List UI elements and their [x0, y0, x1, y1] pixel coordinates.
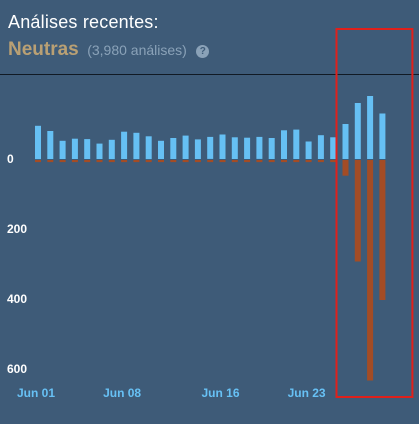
negative-bar	[330, 160, 337, 163]
positive-bar	[354, 103, 361, 159]
negative-bar	[35, 160, 41, 163]
positive-bar	[268, 138, 275, 159]
positive-bar	[194, 139, 201, 159]
negative-bar	[207, 160, 214, 163]
negative-bar	[268, 160, 275, 163]
positive-bar	[281, 130, 287, 159]
negative-bar	[158, 160, 164, 163]
negative-bar	[71, 160, 78, 163]
positive-bar	[35, 125, 41, 160]
negative-bar	[256, 160, 263, 163]
negative-bar	[182, 160, 189, 163]
negative-bar	[293, 160, 300, 163]
positive-bar	[367, 96, 374, 159]
positive-bar	[84, 139, 91, 159]
negative-bar	[231, 160, 238, 163]
positive-bar	[219, 134, 226, 159]
negative-bar	[342, 160, 349, 176]
positive-bar	[305, 141, 312, 159]
positive-bar	[59, 140, 66, 159]
negative-bar	[47, 160, 54, 163]
positive-bar	[317, 135, 324, 159]
positive-bar	[379, 113, 386, 159]
negative-bar	[133, 160, 140, 163]
negative-bar	[305, 160, 312, 163]
negative-bar	[84, 160, 91, 163]
negative-bar	[96, 160, 103, 163]
negative-bar	[219, 160, 226, 163]
negative-bar	[244, 160, 251, 163]
y-tick-label: 400	[7, 292, 27, 306]
positive-bar	[108, 139, 115, 160]
positive-bar	[207, 136, 214, 159]
positive-bar	[342, 124, 349, 159]
x-tick-label: Jun 23	[288, 386, 326, 400]
section-title: Análises recentes:	[8, 12, 159, 32]
positive-bar	[231, 137, 238, 159]
negative-bar	[194, 160, 201, 163]
negative-bar	[281, 160, 287, 163]
highlight-box	[335, 28, 414, 398]
positive-bar	[121, 131, 128, 159]
positive-bar	[182, 135, 189, 159]
header-divider	[0, 74, 419, 75]
positive-bar	[293, 129, 300, 159]
rating-label[interactable]: Neutras	[8, 39, 79, 60]
y-tick-label: 0	[7, 152, 14, 166]
negative-bar	[59, 160, 66, 163]
negative-bar	[354, 160, 361, 262]
x-tick-label: Jun 16	[202, 386, 240, 400]
positive-bar	[158, 140, 164, 159]
negative-bar	[317, 160, 324, 163]
positive-bar	[96, 143, 103, 159]
positive-bar	[330, 137, 337, 159]
negative-bar	[145, 160, 152, 163]
negative-bar	[379, 160, 386, 300]
negative-bar	[367, 160, 374, 381]
review-count: (3,980 análises)	[87, 42, 187, 58]
positive-bar	[170, 138, 177, 159]
help-icon[interactable]: ?	[196, 45, 210, 58]
negative-bar	[108, 160, 115, 163]
y-tick-label: 600	[7, 362, 27, 376]
rating-summary: Neutras (3,980 análises) ?	[8, 39, 210, 61]
positive-bar	[47, 131, 54, 159]
x-tick-label: Jun 01	[17, 386, 55, 400]
negative-bar	[121, 160, 128, 163]
positive-bar	[71, 138, 78, 159]
negative-bar	[170, 160, 177, 163]
positive-bar	[256, 136, 263, 159]
positive-bar	[145, 136, 152, 160]
x-tick-label: Jun 08	[103, 386, 141, 400]
positive-bar	[244, 137, 251, 159]
y-tick-label: 200	[7, 222, 27, 236]
positive-bar	[133, 132, 140, 160]
